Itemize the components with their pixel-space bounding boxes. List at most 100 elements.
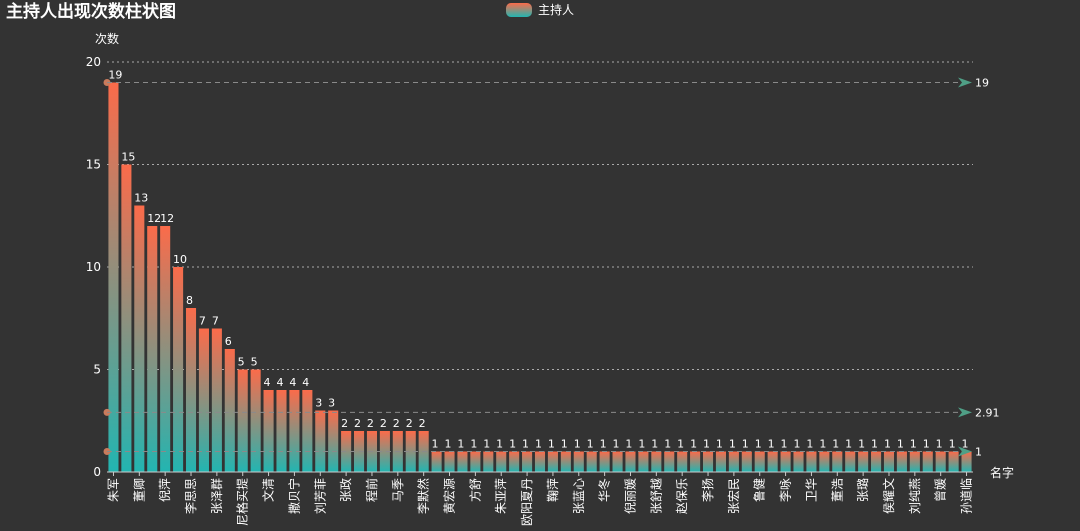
bar[interactable] [728, 451, 739, 473]
bar-value-label: 6 [225, 335, 232, 348]
bar[interactable] [793, 451, 804, 473]
bar[interactable] [185, 308, 197, 472]
bar[interactable] [690, 451, 701, 473]
x-tick-label: 李默然 [416, 478, 431, 514]
bar-value-label: 1 [638, 438, 645, 451]
x-tick-label: 张璐 [856, 478, 870, 502]
bar-value-label: 7 [199, 315, 206, 328]
x-tick-label: 倪丽媛 [623, 478, 637, 514]
bar[interactable] [263, 390, 274, 472]
bar[interactable] [108, 82, 119, 473]
bar[interactable] [922, 451, 933, 473]
bar-value-label: 1 [690, 438, 697, 451]
bar-value-label: 1 [444, 438, 451, 451]
bar-value-label: 5 [251, 356, 258, 369]
bar[interactable] [315, 410, 326, 473]
bar[interactable] [586, 451, 597, 473]
x-tick-label: 程前 [364, 478, 379, 502]
x-axis-name: 名字 [990, 465, 1014, 480]
y-axis-name: 次数 [95, 31, 119, 46]
bar[interactable] [935, 451, 946, 473]
bar[interactable] [457, 451, 468, 473]
bar[interactable] [444, 451, 455, 473]
bar[interactable] [909, 451, 920, 473]
bar[interactable] [599, 451, 610, 473]
bar[interactable] [664, 451, 675, 473]
bar[interactable] [961, 451, 972, 473]
bar[interactable] [173, 267, 184, 472]
bar[interactable] [250, 369, 261, 473]
mark-line-arrow-icon [958, 446, 972, 457]
legend[interactable]: 主持人 [506, 2, 574, 17]
bars [108, 82, 972, 473]
bar-value-label: 1 [587, 438, 594, 451]
bar[interactable] [547, 451, 558, 473]
bar-value-label: 1 [949, 438, 956, 451]
bar[interactable] [341, 431, 352, 472]
bar[interactable] [134, 205, 145, 473]
bar[interactable] [379, 431, 390, 472]
bar-value-label: 1 [884, 438, 891, 451]
bar[interactable] [948, 451, 959, 473]
bar[interactable] [470, 451, 481, 473]
bar[interactable] [328, 410, 339, 473]
bar[interactable] [871, 451, 882, 473]
x-tick-label: 刘芳菲 [313, 478, 327, 514]
bar[interactable] [496, 451, 507, 473]
bar[interactable] [405, 431, 416, 472]
bar-value-label: 1 [651, 438, 658, 451]
legend-label[interactable]: 主持人 [538, 2, 574, 17]
bar[interactable] [638, 451, 649, 473]
bar[interactable] [483, 451, 494, 473]
x-tick-label: 赵保乐 [675, 478, 689, 514]
bar[interactable] [573, 451, 584, 473]
bar[interactable] [819, 451, 830, 473]
bar[interactable] [715, 451, 726, 473]
bar[interactable] [780, 451, 791, 473]
x-tick-label: 张政 [339, 478, 353, 502]
bar[interactable] [883, 451, 895, 473]
bar[interactable] [534, 451, 546, 473]
bar[interactable] [198, 328, 209, 473]
bar[interactable] [702, 451, 714, 473]
mark-line-label: 1 [975, 446, 982, 459]
y-tick-label: 10 [86, 260, 101, 274]
bar[interactable] [224, 349, 235, 472]
bar-value-label: 4 [264, 376, 271, 389]
bar[interactable] [612, 451, 623, 473]
bar-value-label: 1 [910, 438, 917, 451]
bar[interactable] [677, 451, 688, 473]
y-axis-ticks: 0 5 10 15 20 [86, 55, 101, 479]
bar[interactable] [651, 451, 662, 473]
bar[interactable] [276, 390, 287, 472]
bar[interactable] [858, 451, 869, 473]
bar[interactable] [522, 451, 533, 473]
x-tick-label: 董卿 [132, 478, 146, 502]
x-tick-label: 倪萍 [158, 478, 172, 502]
bar[interactable] [431, 451, 442, 473]
bar[interactable] [160, 226, 171, 472]
bar[interactable] [560, 451, 571, 473]
bar[interactable] [767, 451, 778, 473]
bar[interactable] [211, 328, 222, 473]
legend-swatch[interactable] [506, 3, 532, 17]
bar[interactable] [806, 451, 817, 473]
bar[interactable] [845, 451, 856, 473]
bar-value-label: 2 [419, 417, 426, 430]
bar-value-label: 4 [276, 376, 283, 389]
bar-value-label: 1 [781, 438, 788, 451]
bar[interactable] [832, 451, 843, 473]
bar[interactable] [289, 390, 300, 472]
bar[interactable] [121, 164, 132, 473]
bar[interactable] [625, 451, 636, 473]
bar[interactable] [896, 451, 907, 473]
bar-value-label: 1 [729, 438, 736, 451]
bar[interactable] [509, 451, 520, 473]
bar[interactable] [741, 451, 752, 473]
bar[interactable] [147, 226, 158, 472]
bar[interactable] [754, 451, 765, 473]
bar-value-label: 1 [819, 438, 826, 451]
bar[interactable] [237, 369, 248, 473]
bar[interactable] [302, 390, 313, 472]
